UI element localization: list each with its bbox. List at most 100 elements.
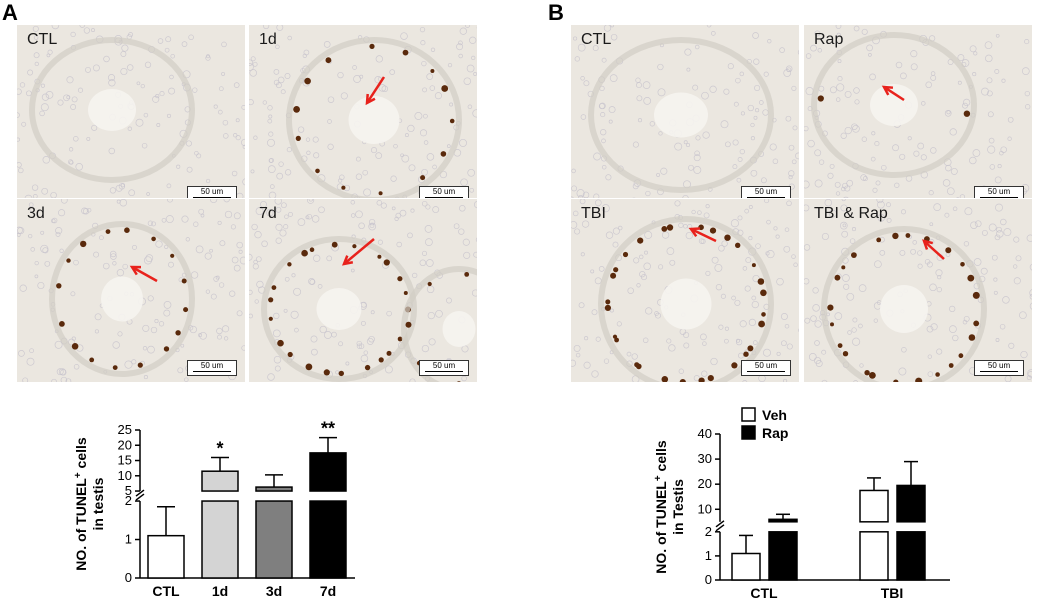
- cell-nucleus: [376, 200, 383, 206]
- tunel-positive-cell: [637, 237, 644, 244]
- cell-nucleus: [994, 176, 1002, 184]
- tunel-positive-cell: [66, 258, 71, 263]
- cell-nucleus: [710, 357, 718, 366]
- cell-nucleus: [432, 206, 440, 214]
- cell-nucleus: [881, 164, 887, 171]
- x-tick-label: 1d: [212, 583, 228, 599]
- tubule-lumen: [348, 96, 400, 144]
- cell-nucleus: [1021, 67, 1030, 75]
- cell-nucleus: [17, 232, 21, 237]
- scale-bar: 50 um: [741, 360, 791, 376]
- cell-nucleus: [694, 150, 700, 157]
- cell-nucleus: [901, 347, 907, 353]
- tunel-positive-cell: [287, 262, 292, 267]
- cell-nucleus: [1007, 136, 1012, 141]
- cell-nucleus: [674, 200, 681, 207]
- cell-nucleus: [964, 207, 973, 216]
- tunel-positive-cell: [170, 253, 175, 258]
- cell-nucleus: [804, 204, 810, 212]
- bar-upper: [309, 452, 347, 492]
- cell-nucleus: [814, 320, 822, 328]
- y-tick-label: 40: [698, 426, 712, 441]
- cell-nucleus: [473, 72, 477, 76]
- cell-nucleus: [235, 118, 240, 123]
- cell-nucleus: [750, 169, 758, 177]
- cell-nucleus: [936, 286, 942, 293]
- micrograph-a-7d: 7d 50 um: [248, 198, 478, 383]
- cell-nucleus: [912, 240, 917, 245]
- cell-nucleus: [217, 220, 222, 225]
- cell-nucleus: [804, 278, 810, 285]
- micrograph-label: CTL: [581, 31, 612, 48]
- cell-nucleus: [311, 348, 318, 356]
- cell-nucleus: [205, 178, 211, 184]
- cell-nucleus: [612, 227, 620, 235]
- cell-nucleus: [660, 167, 668, 175]
- axis-break-mark: [135, 489, 145, 497]
- tunel-positive-cell: [56, 283, 62, 289]
- cell-nucleus: [814, 179, 823, 188]
- cell-nucleus: [949, 325, 957, 333]
- cell-nucleus: [804, 180, 810, 189]
- cell-nucleus: [268, 114, 273, 119]
- cell-nucleus: [886, 217, 892, 223]
- tunel-positive-cell: [960, 262, 965, 267]
- cell-nucleus: [310, 335, 318, 343]
- cell-nucleus: [275, 223, 283, 231]
- cell-nucleus: [810, 44, 817, 52]
- cell-nucleus: [829, 86, 837, 94]
- cell-nucleus: [407, 124, 415, 133]
- cell-nucleus: [963, 241, 970, 247]
- tunel-positive-cell: [151, 236, 156, 242]
- tubule-lumen: [654, 92, 708, 138]
- cell-nucleus: [145, 254, 154, 262]
- bar-upper: [859, 489, 889, 523]
- tunel-positive-cell: [612, 334, 618, 339]
- tunel-positive-cell: [958, 353, 964, 359]
- cell-nucleus: [580, 76, 585, 81]
- cell-nucleus: [731, 295, 736, 301]
- cell-nucleus: [166, 183, 172, 189]
- bar: [731, 552, 761, 581]
- cell-nucleus: [700, 333, 707, 341]
- cell-nucleus: [892, 144, 900, 152]
- cell-nucleus: [157, 38, 164, 44]
- cell-nucleus: [658, 131, 663, 136]
- cell-nucleus: [360, 301, 367, 308]
- cell-nucleus: [688, 164, 694, 171]
- cell-nucleus: [233, 264, 241, 272]
- cell-nucleus: [748, 236, 753, 241]
- cell-nucleus: [899, 249, 906, 256]
- cell-nucleus: [71, 96, 78, 103]
- cell-nucleus: [626, 351, 632, 357]
- cell-nucleus: [608, 106, 616, 114]
- cell-nucleus: [267, 373, 275, 381]
- cell-nucleus: [198, 333, 203, 338]
- cell-nucleus: [683, 342, 690, 349]
- tunel-positive-cell: [124, 227, 130, 233]
- cell-nucleus: [754, 84, 761, 92]
- cell-nucleus: [135, 118, 144, 127]
- cell-nucleus: [305, 137, 311, 142]
- cell-nucleus: [601, 164, 607, 170]
- cell-nucleus: [610, 25, 615, 28]
- cell-nucleus: [327, 119, 332, 124]
- cell-nucleus: [421, 200, 428, 207]
- cell-nucleus: [840, 132, 847, 139]
- cell-nucleus: [900, 209, 907, 215]
- tunel-positive-cell: [71, 343, 79, 350]
- tunel-positive-cell: [757, 278, 765, 285]
- cell-nucleus: [42, 156, 51, 164]
- tunel-positive-cell: [295, 135, 301, 141]
- cell-nucleus: [752, 32, 759, 39]
- bar-7d: [309, 436, 347, 579]
- cell-nucleus: [720, 120, 729, 129]
- arrow-head: [129, 265, 142, 276]
- cell-nucleus: [435, 309, 443, 318]
- micrograph-a-1d: 1d 50 um: [248, 24, 478, 209]
- y-axis-label-line2: in Testis: [670, 479, 686, 535]
- tunel-positive-cell: [89, 357, 95, 363]
- cell-nucleus: [617, 225, 623, 231]
- cell-nucleus: [275, 44, 280, 50]
- arrow-shaft: [690, 227, 717, 243]
